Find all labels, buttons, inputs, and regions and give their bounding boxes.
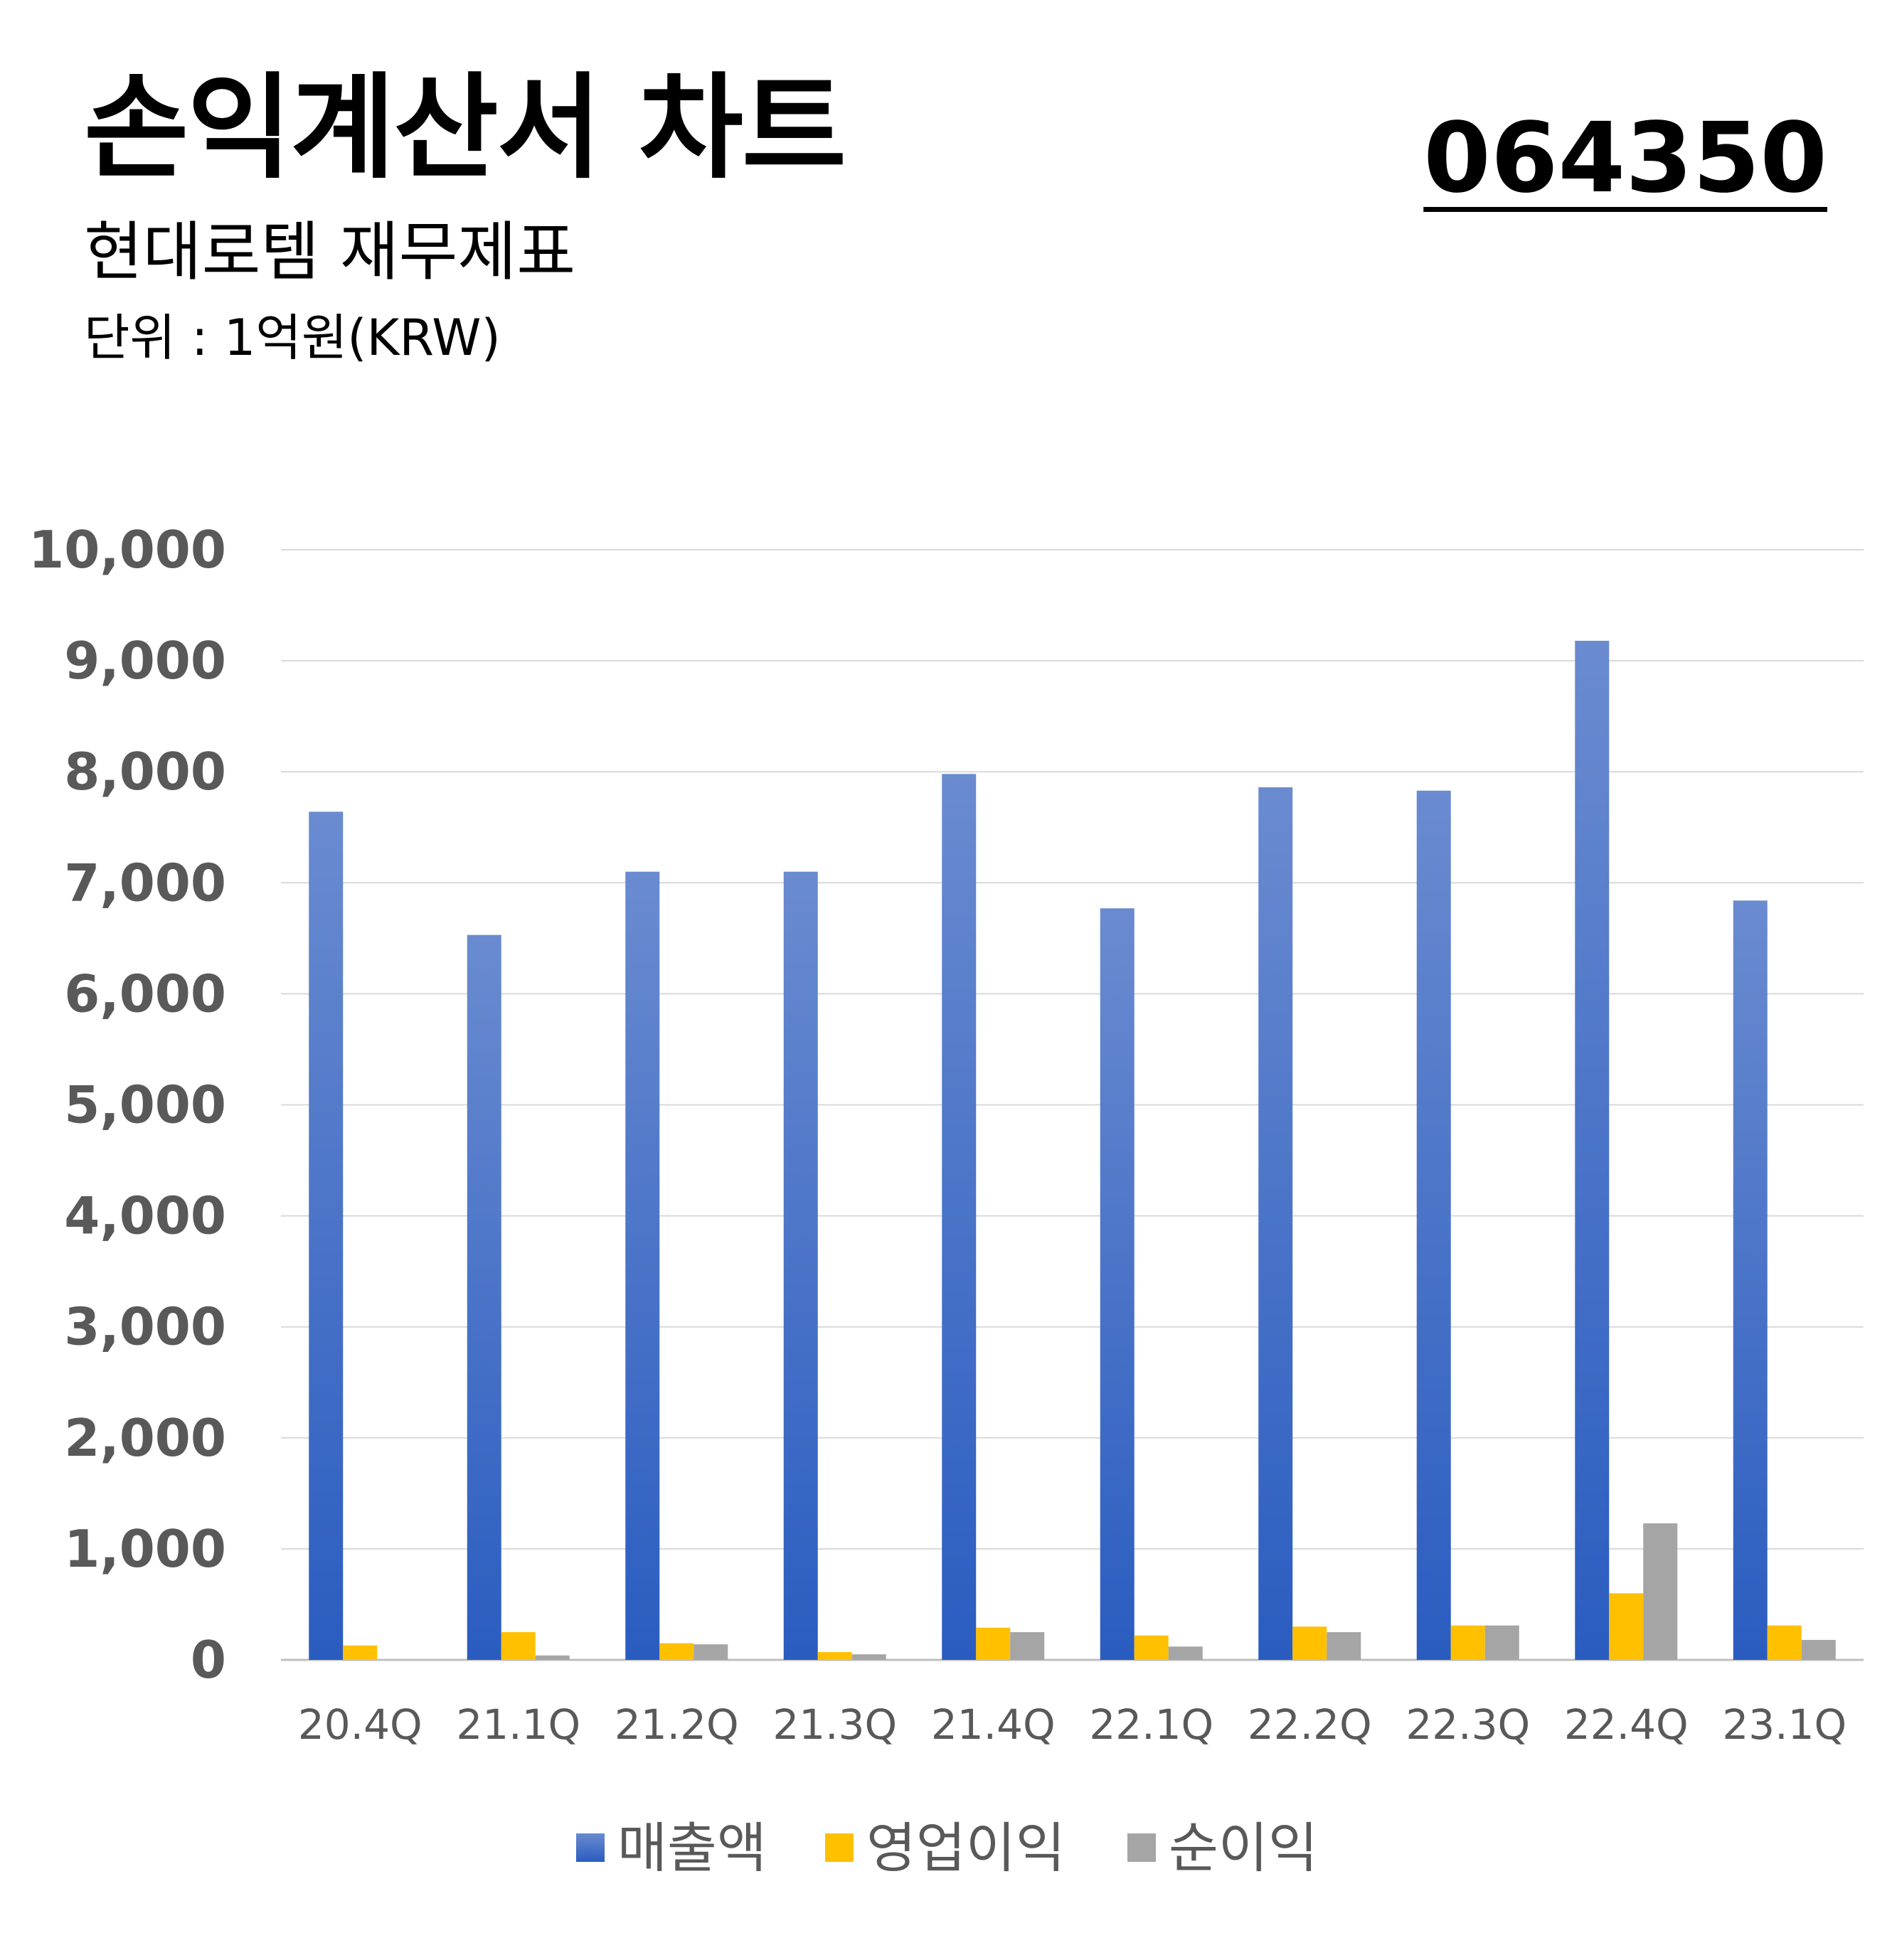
x-tick-label: 21.4Q (931, 1700, 1056, 1749)
bar-net-profit-22.4Q (1643, 1523, 1678, 1660)
bar-net-profit-22.1Q (1168, 1646, 1203, 1660)
y-tick-label: 3,000 (64, 1297, 226, 1357)
legend-swatch-revenue (576, 1833, 605, 1862)
bar-operating-profit-22.1Q (1134, 1635, 1169, 1660)
x-tick-label: 22.2Q (1248, 1700, 1372, 1749)
y-tick-label: 5,000 (64, 1075, 226, 1135)
legend-swatch-operating-profit (825, 1833, 854, 1862)
x-tick-label: 22.1Q (1089, 1700, 1213, 1749)
legend-label-revenue: 매출액 (617, 1816, 767, 1880)
x-tick-label: 22.4Q (1564, 1700, 1689, 1749)
legend: 매출액 영업이익 순이익 (576, 1816, 1318, 1880)
bar-net-profit-21.3Q (851, 1654, 886, 1660)
bar-operating-profit-21.4Q (976, 1627, 1011, 1660)
x-tick-label: 23.1Q (1722, 1700, 1846, 1749)
y-tick-label: 10,000 (28, 520, 226, 580)
bar-net-profit-21.4Q (1010, 1631, 1045, 1660)
bar-operating-profit-21.3Q (817, 1652, 852, 1660)
y-tick-label: 9,000 (64, 631, 226, 691)
bar-revenue-21.1Q (467, 934, 501, 1660)
bar-revenue-22.4Q (1575, 641, 1610, 1661)
y-tick-label: 4,000 (64, 1186, 226, 1246)
bar-revenue-21.3Q (783, 871, 818, 1660)
x-axis: 20.4Q 21.1Q 21.2Q 21.3Q 21.4Q 22.1Q 22.2Q 22.3Q… (298, 1700, 1846, 1749)
bar-operating-profit-22.4Q (1609, 1593, 1644, 1660)
legend-label-operating-profit: 영업이익 (866, 1816, 1066, 1880)
bar-operating-profit-23.1Q (1767, 1625, 1802, 1660)
chart-title: 손익계산서 차트 (84, 61, 846, 194)
bar-operating-profit-22.2Q (1292, 1626, 1327, 1660)
bar-net-profit-21.2Q (694, 1644, 728, 1660)
bar-operating-profit-21.1Q (501, 1631, 536, 1660)
x-tick-label: 22.3Q (1406, 1700, 1530, 1749)
bar-operating-profit-22.3Q (1450, 1625, 1485, 1660)
legend-swatch-net-profit (1127, 1833, 1156, 1862)
chart-subtitle: 현대로템 재무제표 (84, 215, 576, 289)
x-tick-label: 21.2Q (615, 1700, 739, 1749)
bar-revenue-22.1Q (1100, 908, 1135, 1660)
stock-code: 064350 (1423, 102, 1827, 215)
y-tick-label: 0 (191, 1630, 226, 1690)
y-tick-label: 2,000 (64, 1408, 226, 1468)
grid-lines (281, 549, 1864, 1661)
bar-net-profit-22.3Q (1484, 1625, 1519, 1660)
bar-operating-profit-21.2Q (659, 1643, 694, 1660)
bar-net-profit-21.1Q (535, 1655, 570, 1660)
legend-label-net-profit: 순이익 (1169, 1816, 1318, 1880)
y-axis: 0 1,000 2,000 3,000 4,000 5,000 6,000 7,000 8,00… (28, 520, 226, 1690)
y-tick-label: 7,000 (64, 853, 226, 912)
bar-net-profit-22.2Q (1327, 1631, 1361, 1660)
bar-revenue-23.1Q (1733, 900, 1768, 1660)
y-tick-label: 1,000 (64, 1519, 226, 1579)
bar-revenue-22.2Q (1258, 787, 1293, 1660)
x-tick-label: 21.3Q (772, 1700, 897, 1749)
y-tick-label: 8,000 (64, 742, 226, 801)
bar-net-profit-23.1Q (1801, 1639, 1836, 1660)
bar-revenue-21.4Q (942, 774, 977, 1660)
x-tick-label: 21.1Q (456, 1700, 580, 1749)
bar-operating-profit-20.4Q (343, 1645, 378, 1660)
bar-revenue-22.3Q (1416, 790, 1451, 1660)
bars (309, 641, 1836, 1661)
x-tick-label: 20.4Q (298, 1700, 423, 1749)
unit-label: 단위 : 1억원(KRW) (84, 309, 501, 367)
bar-revenue-21.2Q (625, 871, 660, 1660)
bar-revenue-20.4Q (309, 811, 344, 1660)
y-tick-label: 6,000 (64, 964, 226, 1023)
